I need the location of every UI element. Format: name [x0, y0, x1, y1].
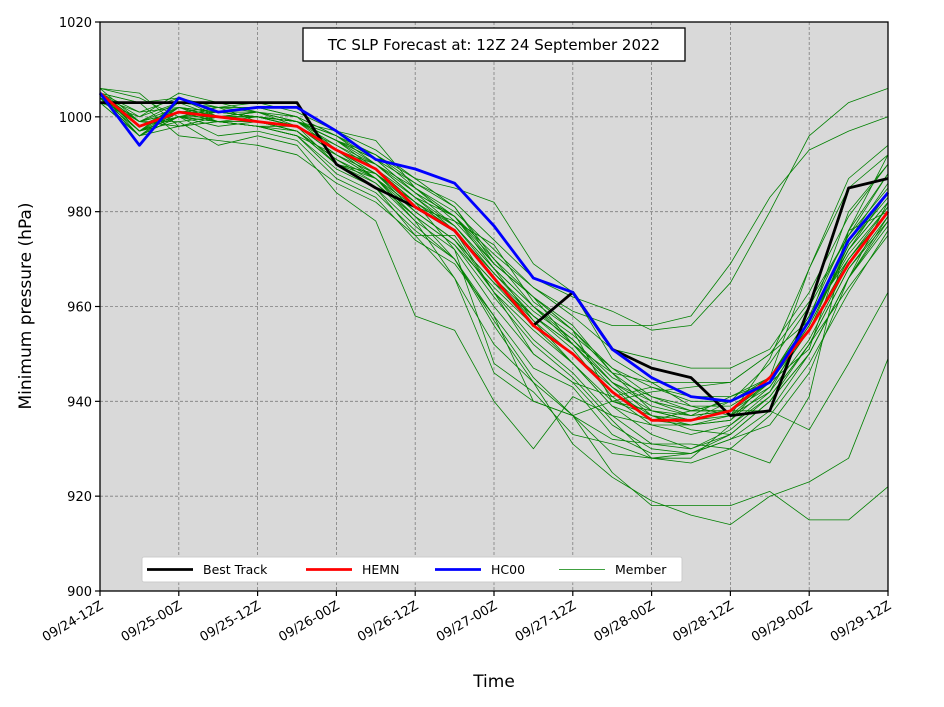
- legend-label: HEMN: [362, 562, 399, 577]
- x-tick-label: 09/27-00Z: [434, 598, 500, 645]
- member-line: [99, 92, 889, 459]
- chart-title: TC SLP Forecast at: 12Z 24 September 202…: [327, 36, 660, 54]
- y-tick-label: 1020: [59, 16, 92, 31]
- y-tick-label: 920: [67, 490, 92, 505]
- legend-label: Member: [615, 562, 667, 577]
- x-tick-label: 09/24-12Z: [40, 598, 106, 645]
- legend: Best Track HEMN HC00 Member: [141, 556, 683, 583]
- member-line: [99, 88, 889, 331]
- member-line: [99, 92, 889, 525]
- member-line: [99, 92, 889, 459]
- y-tick-label: 960: [67, 301, 92, 316]
- x-tick-label: 09/25-12Z: [198, 598, 264, 645]
- y-tick-label: 1000: [59, 111, 92, 126]
- x-tick-label: 09/29-00Z: [749, 598, 815, 645]
- x-tick-label: 09/29-12Z: [828, 598, 894, 645]
- member-lines: [99, 88, 889, 525]
- x-axis: 09/24-12Z 09/25-00Z 09/25-12Z 09/26-00Z 09/2…: [40, 591, 894, 645]
- legend-label: Best Track: [203, 562, 268, 577]
- y-tick-label: 900: [67, 585, 92, 600]
- member-line: [99, 97, 889, 417]
- y-axis-label: Minimum pressure (hPa): [16, 203, 36, 410]
- legend-box: [141, 556, 683, 583]
- legend-label: HC00: [491, 562, 525, 577]
- y-axis: 900 920 940 960 980 1000 1020: [59, 16, 100, 600]
- x-tick-label: 09/25-00Z: [119, 598, 185, 645]
- member-line: [99, 97, 889, 398]
- x-tick-label: 09/28-12Z: [670, 598, 736, 645]
- member-line: [99, 92, 889, 369]
- member-line: [99, 92, 889, 464]
- x-axis-label: Time: [472, 672, 515, 692]
- member-line: [99, 92, 889, 426]
- chart-title-box: TC SLP Forecast at: 12Z 24 September 202…: [302, 27, 686, 62]
- y-tick-label: 980: [67, 206, 92, 221]
- x-tick-label: 09/27-12Z: [513, 598, 579, 645]
- x-tick-label: 09/26-12Z: [355, 598, 421, 645]
- x-tick-label: 09/26-00Z: [276, 598, 342, 645]
- main-lines: [98, 92, 890, 422]
- x-tick-label: 09/28-00Z: [592, 598, 658, 645]
- y-tick-label: 940: [67, 395, 92, 410]
- hc00-line: [98, 92, 890, 403]
